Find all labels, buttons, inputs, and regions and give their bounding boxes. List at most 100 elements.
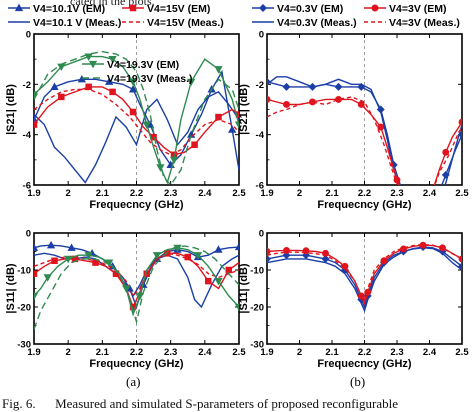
legend-label: V4=10.1 V (Meas.) [33,17,121,29]
x-axis-label: Frequecncy (GHz) [89,358,183,370]
series-point-2 [364,288,372,296]
legend-swatch-marker [371,4,379,12]
series-line-5 [34,245,239,330]
series-point-4 [135,292,145,301]
legend-label: V4=0.3V (EM) [277,3,343,15]
panel-b-s21-chart: 1.9 2 2.1 2.2 2.3 2.4 2.5 0 -2 -4 -6 Frequecncy (GH… [238,30,469,218]
series-point-4 [234,303,239,312]
x-tick-label: 2.4 [423,347,437,358]
y-tick-label: 0 [259,30,264,41]
series-point-2 [380,257,388,265]
legend-b: V4=0.3V (EM) V4=3V (EM) V4=0.3V (Meas.) V4=… [252,3,460,29]
series-line-4 [34,247,239,317]
series-line-1 [34,91,239,184]
x-tick-label: 2.3 [390,188,403,199]
series-point-2 [129,108,137,116]
series-point-4 [193,252,203,260]
series-point-4 [142,121,151,129]
series-point-2 [109,88,116,96]
y-tick-label: -10 [17,266,31,277]
series-area [34,50,239,185]
series-point-4 [214,277,223,286]
series-point-4 [187,78,196,87]
series-point-2 [34,270,38,277]
x-tick-label: 2.4 [198,347,212,358]
series-point-0 [234,242,239,251]
legend-label: V4=3V (EM) [389,3,446,15]
x-axis-label: Frequecncy (GHz) [317,358,411,370]
x-tick-label: 2.3 [164,188,177,199]
legend-swatch-marker [88,60,98,69]
series-area [267,241,462,313]
series-line-1 [267,247,462,313]
series-area [267,76,462,218]
series-point-4 [169,156,179,165]
series-point-0 [423,212,429,218]
series-line-1 [267,76,462,185]
x-tick-label: 1.9 [27,347,40,358]
series-point-2 [191,141,198,148]
series-line-3 [267,243,462,302]
legend-swatch-marker [259,4,267,12]
series-point-4 [64,255,73,264]
x-tick-label: 2 [297,347,302,358]
legend-swatch-marker [129,4,137,12]
series-point-0 [458,262,462,271]
y-tick-label: -30 [250,340,264,351]
x-tick-label: 1.9 [260,188,273,199]
y-axis-label: |S21| (dB) [238,84,250,135]
y-tick-label: -10 [250,266,264,277]
y-tick-label: 0 [259,229,264,240]
series-point-4 [43,274,52,282]
series-point-2 [225,266,233,274]
y-tick-label: -4 [256,130,265,141]
x-tick-label: 1.9 [27,188,40,199]
series-line-3 [267,96,462,185]
series-point-0 [67,243,76,251]
panel-a-s11-chart: 1.9 2 2.1 2.2 2.3 2.4 2.5 0 -10 -20 -30 Frequecncy … [5,229,246,371]
y-tick-label: -4 [23,130,32,141]
series-point-0 [46,240,56,249]
x-tick-label: 2.4 [423,188,437,199]
subfig-label-b: (b) [350,374,366,389]
x-tick-label: 2.2 [358,188,371,199]
x-tick-label: 2.2 [130,347,143,358]
series-point-0 [228,125,237,133]
series-point-4 [108,56,117,64]
series-point-0 [105,77,114,85]
x-tick-label: 2.4 [198,188,212,199]
panel-b-s11-chart: 1.9 2 2.1 2.2 2.3 2.4 2.5 0 -10 -20 -30 Frequecncy … [238,229,469,371]
y-axis-label: |S11| (dB) [238,263,250,314]
y-tick-label: -20 [17,303,31,314]
series-point-2 [442,148,450,156]
figure-caption-number: Fig. 6. [2,396,36,411]
x-tick-label: 2 [297,188,302,199]
series-point-0 [50,82,59,90]
y-tick-label: -6 [23,181,31,192]
series-point-2 [34,121,38,128]
x-tick-label: 2.5 [455,347,469,358]
series-point-4 [128,78,138,87]
y-tick-label: -6 [256,181,264,192]
x-tick-label: 2.5 [232,188,246,199]
y-tick-label: -30 [17,340,31,351]
series-line-3 [34,88,239,156]
x-tick-label: 1.9 [260,347,273,358]
legend-label: V4=15V (EM) [147,3,210,15]
panel-a-s21-chart: 1.9 2 2.1 2.2 2.3 2.4 2.5 0 -2 -4 -6 Frequecncy (GH… [5,30,246,212]
y-tick-label: -2 [23,80,31,91]
legend-label: V4=3V (Meas.) [389,17,460,29]
series-point-2 [458,255,462,263]
legend-swatch-marker [14,3,24,12]
x-axis-label: Frequecncy (GHz) [317,199,411,211]
y-axis-label: |S21| (dB) [5,84,17,135]
series-point-2 [267,95,271,103]
series-point-4 [84,53,93,61]
figure-caption: Fig. 6. Measured and simulated S-paramet… [2,396,398,412]
series-line-2 [34,86,239,156]
series-point-0 [214,245,223,253]
x-tick-label: 2.1 [96,347,110,358]
series-point-2 [377,123,385,131]
legend-a: V4=10.1V (EM) V4=15V (EM) V4=10.1 V (Meas.… [8,3,224,85]
series-point-0 [34,115,39,123]
